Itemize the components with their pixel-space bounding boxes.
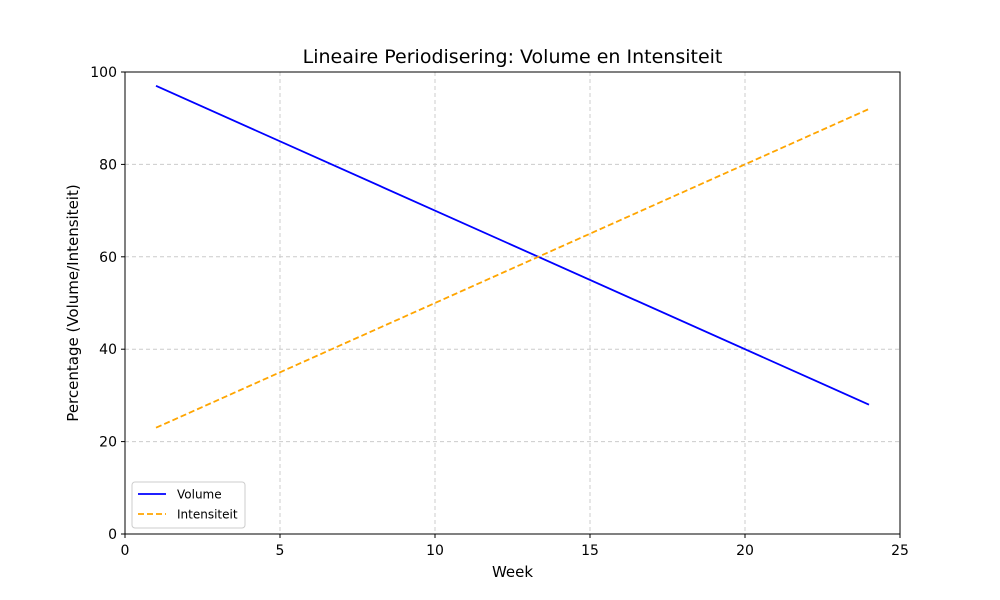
series-line-volume bbox=[155, 85, 870, 406]
x-tick-label: 0 bbox=[121, 543, 130, 559]
x-tick-label: 5 bbox=[276, 543, 285, 559]
plot-frame bbox=[124, 71, 901, 535]
legend-label-volume: Volume bbox=[177, 488, 222, 502]
y-tick-label: 0 bbox=[108, 527, 117, 543]
y-tick-label: 60 bbox=[99, 250, 117, 266]
y-tick-label: 40 bbox=[99, 342, 117, 358]
legend: Volume Intensiteit bbox=[131, 481, 246, 529]
series-line-intensiteit bbox=[155, 108, 870, 429]
y-tick-label: 100 bbox=[90, 65, 117, 81]
y-axis-label: Percentage (Volume/Intensiteit) bbox=[64, 184, 82, 421]
x-tick-label: 10 bbox=[426, 543, 444, 559]
legend-label-intensiteit: Intensiteit bbox=[177, 508, 238, 522]
axis-ticks: 0 5 10 15 20 25 0 20 40 60 80 100 bbox=[90, 65, 909, 559]
y-tick-label: 80 bbox=[99, 157, 117, 173]
x-tick-label: 25 bbox=[891, 543, 909, 559]
y-tick-label: 20 bbox=[99, 435, 117, 451]
x-tick-label: 20 bbox=[736, 543, 754, 559]
x-axis-label: Week bbox=[492, 563, 533, 581]
chart-title: Lineaire Periodisering: Volume en Intens… bbox=[303, 46, 723, 68]
data-series bbox=[155, 85, 870, 429]
x-tick-label: 15 bbox=[581, 543, 599, 559]
